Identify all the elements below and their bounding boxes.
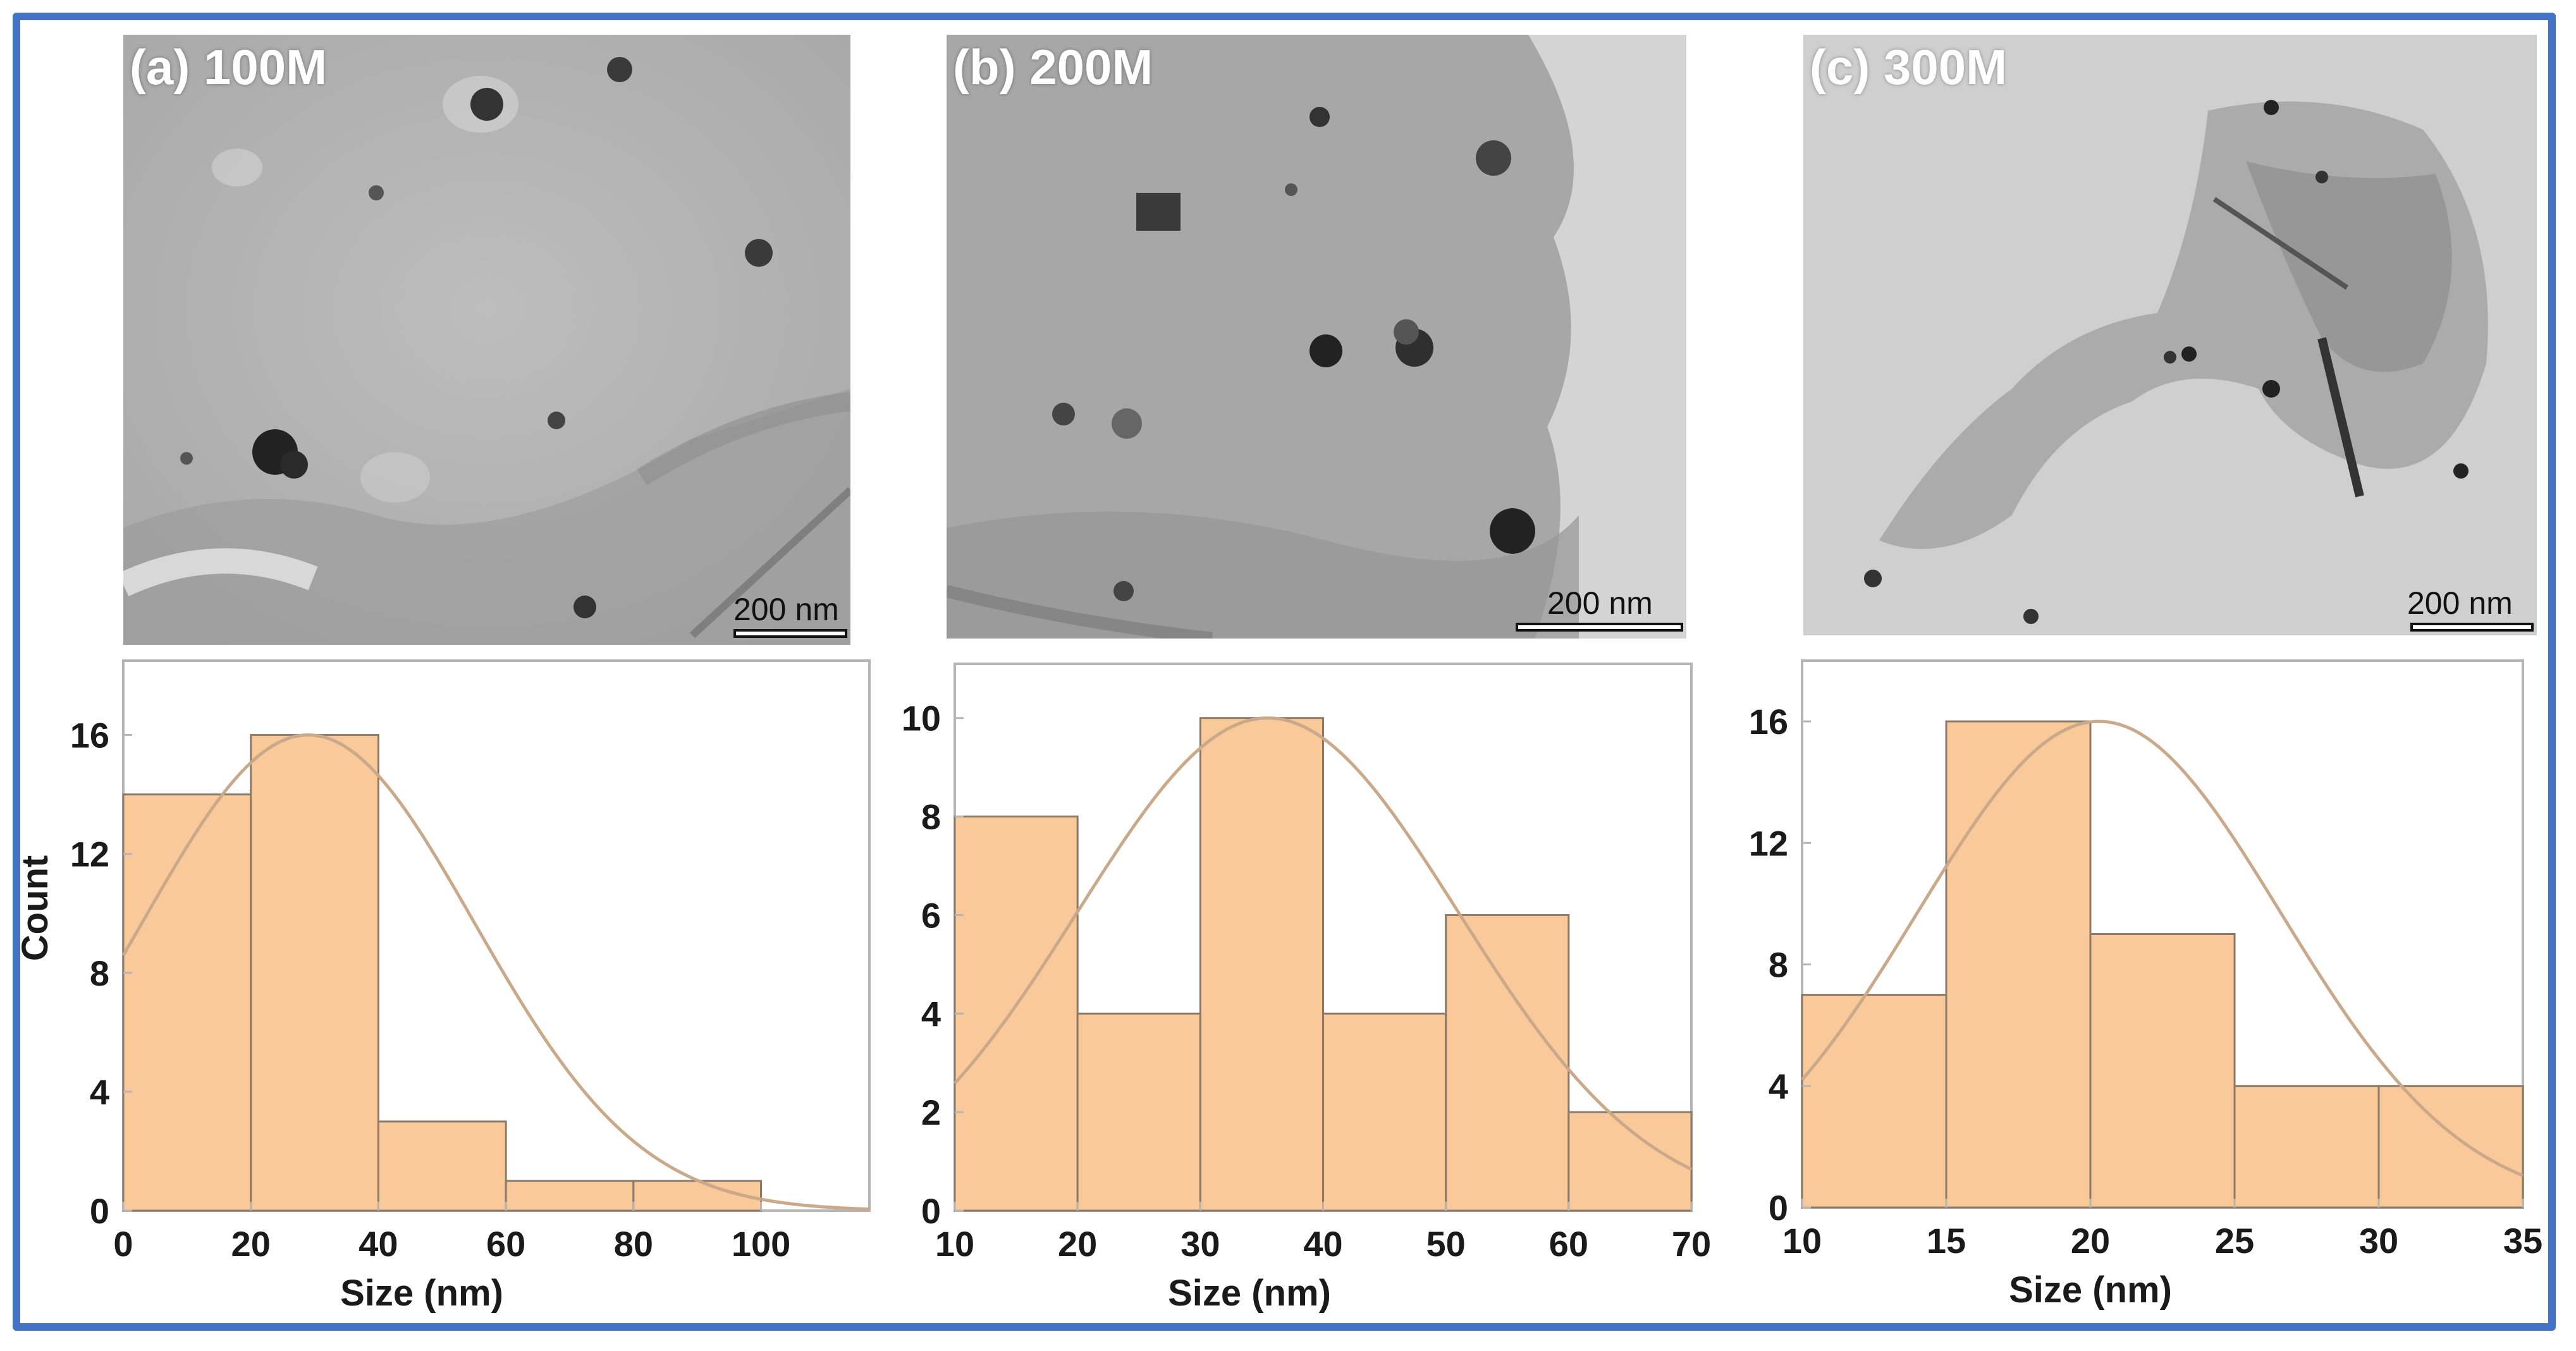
y-tick-label-c-0: 0 — [1769, 1188, 1788, 1228]
bar-a-2 — [377, 1120, 507, 1212]
tem-texture-b — [947, 35, 1686, 639]
y-tick-label-a-2: 8 — [90, 953, 109, 993]
y-tick-label-b-5: 10 — [902, 699, 941, 738]
histogram-chart-a: 0 20 40 60 80 100 0 4 8 12 16 Size (nm) Count — [15, 659, 871, 1314]
scale-text-c: 200 nm — [2407, 585, 2513, 621]
x-tick-label-b-3: 40 — [1303, 1224, 1342, 1264]
tem-texture-c — [1803, 35, 2537, 635]
x-tick-label-a-4: 80 — [614, 1224, 653, 1264]
y-tick-label-b-0: 0 — [921, 1191, 941, 1231]
bar-b-3 — [1322, 1012, 1447, 1212]
x-tick-label-a-5: 100 — [732, 1224, 790, 1264]
scale-bar-b — [1516, 623, 1683, 632]
x-tick-label-c-5: 35 — [2503, 1221, 2542, 1261]
tem-texture-a — [123, 35, 850, 645]
y-tick-label-a-1: 4 — [90, 1072, 109, 1112]
y-tick-label-a-0: 0 — [90, 1191, 109, 1231]
fit-curve-b — [954, 716, 1693, 1171]
y-tick-label-b-2: 4 — [921, 994, 941, 1034]
x-tick-label-b-0: 10 — [935, 1224, 974, 1264]
panel-label-c: (c) 300M — [1810, 39, 2008, 95]
x-tick-label-a-0: 0 — [113, 1224, 133, 1264]
y-tick-label-a-4: 16 — [70, 716, 109, 755]
x-tick-label-a-1: 20 — [231, 1224, 271, 1264]
scale-bar-c — [2410, 623, 2534, 632]
scale-text-a: 200 nm — [733, 592, 839, 627]
bar-b-0 — [954, 816, 1079, 1212]
fit-curve-c — [1801, 719, 2524, 1177]
bar-a-0 — [122, 793, 252, 1212]
y-tick-label-c-2: 8 — [1769, 945, 1788, 985]
tem-image-c: (c) 300M 200 nm — [1803, 35, 2537, 635]
y-axis-label-a: Count — [15, 855, 56, 962]
y-tick-label-c-1: 4 — [1769, 1067, 1788, 1106]
x-tick-label-c-4: 30 — [2359, 1221, 2398, 1261]
x-tick-label-c-1: 15 — [1927, 1221, 1966, 1261]
bar-b-1 — [1076, 1012, 1201, 1212]
x-axis-label-a: Size (nm) — [340, 1273, 503, 1314]
bar-c-1 — [1945, 720, 2092, 1209]
x-tick-label-a-3: 60 — [486, 1224, 525, 1264]
y-tick-label-c-3: 12 — [1749, 823, 1788, 863]
x-axis-label-b: Size (nm) — [1168, 1273, 1331, 1314]
y-tick-label-b-3: 6 — [921, 895, 941, 935]
bar-c-4 — [2377, 1085, 2524, 1209]
bar-a-3 — [505, 1180, 635, 1212]
bar-b-4 — [1445, 914, 1570, 1212]
histogram-chart-b: 10 20 30 40 50 60 70 0 2 4 6 8 10 Size (nm) — [902, 663, 1711, 1314]
x-axis-label-c: Size (nm) — [2009, 1269, 2172, 1311]
bar-b-2 — [1199, 717, 1325, 1212]
x-tick-label-c-0: 10 — [1782, 1221, 1822, 1261]
fit-curve-a — [121, 733, 870, 1211]
y-tick-label-b-1: 2 — [921, 1092, 941, 1132]
panel-label-b: (b) 200M — [953, 39, 1153, 95]
bar-b-5 — [1567, 1111, 1693, 1212]
x-tick-label-c-3: 25 — [2215, 1221, 2254, 1261]
x-tick-label-b-6: 70 — [1672, 1224, 1711, 1264]
histogram-chart-c: 10 15 20 25 30 35 0 4 8 12 16 Size (nm) — [1749, 659, 2542, 1311]
x-tick-label-b-4: 50 — [1426, 1224, 1466, 1264]
bar-c-0 — [1801, 994, 1947, 1209]
scale-bar-a — [733, 629, 847, 638]
y-tick-label-b-4: 8 — [921, 797, 941, 837]
x-tick-label-c-2: 20 — [2071, 1221, 2110, 1261]
y-tick-label-c-4: 16 — [1749, 702, 1788, 742]
tem-image-b: (b) 200M 200 nm — [947, 35, 1686, 639]
bar-c-2 — [2089, 933, 2236, 1209]
bar-c-3 — [2233, 1085, 2380, 1209]
bar-a-1 — [250, 734, 379, 1212]
x-tick-label-a-2: 40 — [359, 1224, 398, 1264]
tem-image-a: (a) 100M 200 nm — [123, 35, 850, 645]
x-tick-label-b-2: 30 — [1181, 1224, 1220, 1264]
panel-label-a: (a) 100M — [130, 39, 328, 95]
y-tick-label-a-3: 12 — [70, 834, 109, 874]
x-tick-label-b-5: 60 — [1549, 1224, 1588, 1264]
scale-text-b: 200 nm — [1547, 585, 1653, 621]
x-tick-label-b-1: 20 — [1058, 1224, 1097, 1264]
